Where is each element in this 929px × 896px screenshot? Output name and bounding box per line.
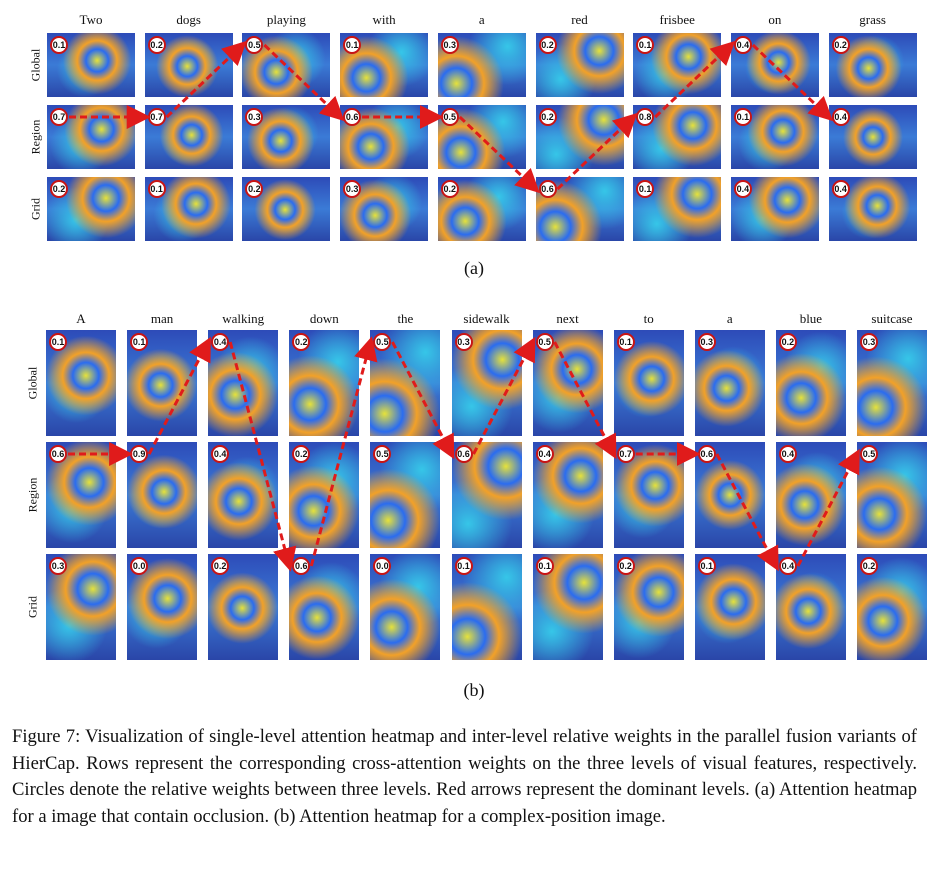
weight-circle: 0.2: [538, 36, 557, 54]
weight-circle: 0.0: [130, 557, 149, 575]
weight-circle: 0.3: [440, 36, 459, 54]
weight-circle: 0.1: [636, 36, 655, 54]
weight-circle: 0.1: [636, 180, 655, 198]
weight-circle: 0.3: [343, 180, 362, 198]
weight-circle: 0.3: [49, 557, 67, 575]
weight-circle: 0.1: [50, 36, 68, 54]
weight-circle: 0.7: [50, 108, 68, 126]
weight-circle: 0.3: [245, 108, 264, 126]
weight-circle: 0.3: [697, 333, 716, 351]
column-word: dogs: [176, 12, 201, 27]
weight-circle: 0.1: [130, 333, 149, 351]
weight-circle: 0.2: [860, 557, 878, 575]
weight-circle: 0.2: [292, 333, 311, 351]
weight-circle: 0.1: [454, 557, 473, 575]
weight-circle: 0.1: [616, 333, 635, 351]
weight-circle: 0.3: [454, 333, 473, 351]
panel-a-label: (a): [464, 258, 484, 278]
column-word: playing: [266, 12, 306, 27]
column-word: down: [309, 311, 339, 326]
row-label-region: Region: [28, 119, 43, 155]
weight-circle: 0.2: [440, 180, 459, 198]
weight-circle: 0.5: [440, 108, 459, 126]
column-word: suitcase: [871, 311, 913, 326]
weight-circle: 0.1: [147, 180, 166, 198]
column-word: the: [397, 311, 414, 326]
column-word: grass: [859, 12, 886, 27]
weight-circle: 0.4: [535, 445, 554, 463]
weight-circle: 0.4: [778, 557, 797, 575]
weight-circle: 0.7: [616, 445, 635, 463]
weight-circle: 0.1: [343, 36, 362, 54]
weight-circle: 0.2: [538, 108, 557, 126]
weight-circle: 0.4: [778, 445, 797, 463]
row-label-region: Region: [25, 477, 40, 513]
weight-circle: 0.2: [50, 180, 68, 198]
weight-circle: 0.5: [373, 445, 392, 463]
column-word: next: [556, 311, 579, 326]
weight-circle: 0.1: [733, 108, 752, 126]
weight-circle: 0.4: [733, 180, 752, 198]
weight-circle: 0.2: [147, 36, 166, 54]
weight-circle: 0.6: [343, 108, 362, 126]
panel-b-label: (b): [463, 680, 485, 700]
row-label-global: Global: [28, 48, 43, 82]
column-word: a: [478, 12, 485, 27]
column-word: walking: [222, 311, 265, 326]
column-word: to: [643, 311, 654, 326]
column-word: a: [726, 311, 733, 326]
weight-circle: 0.0: [373, 557, 392, 575]
column-word: A: [76, 311, 86, 326]
weight-circle: 0.2: [616, 557, 635, 575]
row-label-global: Global: [25, 366, 40, 400]
weight-circle: 0.4: [211, 445, 230, 463]
column-word: blue: [799, 311, 823, 326]
weight-circle: 0.4: [211, 333, 230, 351]
row-label-grid: Grid: [25, 596, 40, 618]
weight-circle: 0.4: [831, 108, 850, 126]
weight-circle: 0.4: [733, 36, 752, 54]
column-word: Two: [79, 12, 103, 27]
weight-circle: 0.1: [535, 557, 554, 575]
weight-circle: 0.2: [211, 557, 230, 575]
column-word: with: [372, 12, 396, 27]
weight-circle: 0.6: [49, 445, 67, 463]
weight-circle: 0.1: [49, 333, 67, 351]
weight-circle: 0.2: [245, 180, 264, 198]
weight-circle: 0.1: [697, 557, 716, 575]
column-word: red: [571, 12, 588, 27]
weight-circle: 0.2: [831, 36, 850, 54]
weight-circle: 0.6: [538, 180, 557, 198]
weight-circle: 0.2: [778, 333, 797, 351]
weight-circle: 0.6: [697, 445, 716, 463]
column-word: on: [768, 12, 782, 27]
weight-circle: 0.6: [454, 445, 473, 463]
weight-circle: 0.2: [292, 445, 311, 463]
column-word: frisbee: [659, 12, 695, 27]
weight-circle: 0.9: [130, 445, 149, 463]
row-label-grid: Grid: [28, 198, 43, 220]
weight-circle: 0.3: [860, 333, 878, 351]
weight-circle: 0.7: [147, 108, 166, 126]
column-word: sidewalk: [463, 311, 510, 326]
weight-circle: 0.5: [535, 333, 554, 351]
weight-circle: 0.4: [831, 180, 850, 198]
figure-caption: Figure 7: Visualization of single-level …: [12, 726, 917, 827]
column-word: man: [150, 311, 174, 326]
weight-circle: 0.5: [860, 445, 878, 463]
